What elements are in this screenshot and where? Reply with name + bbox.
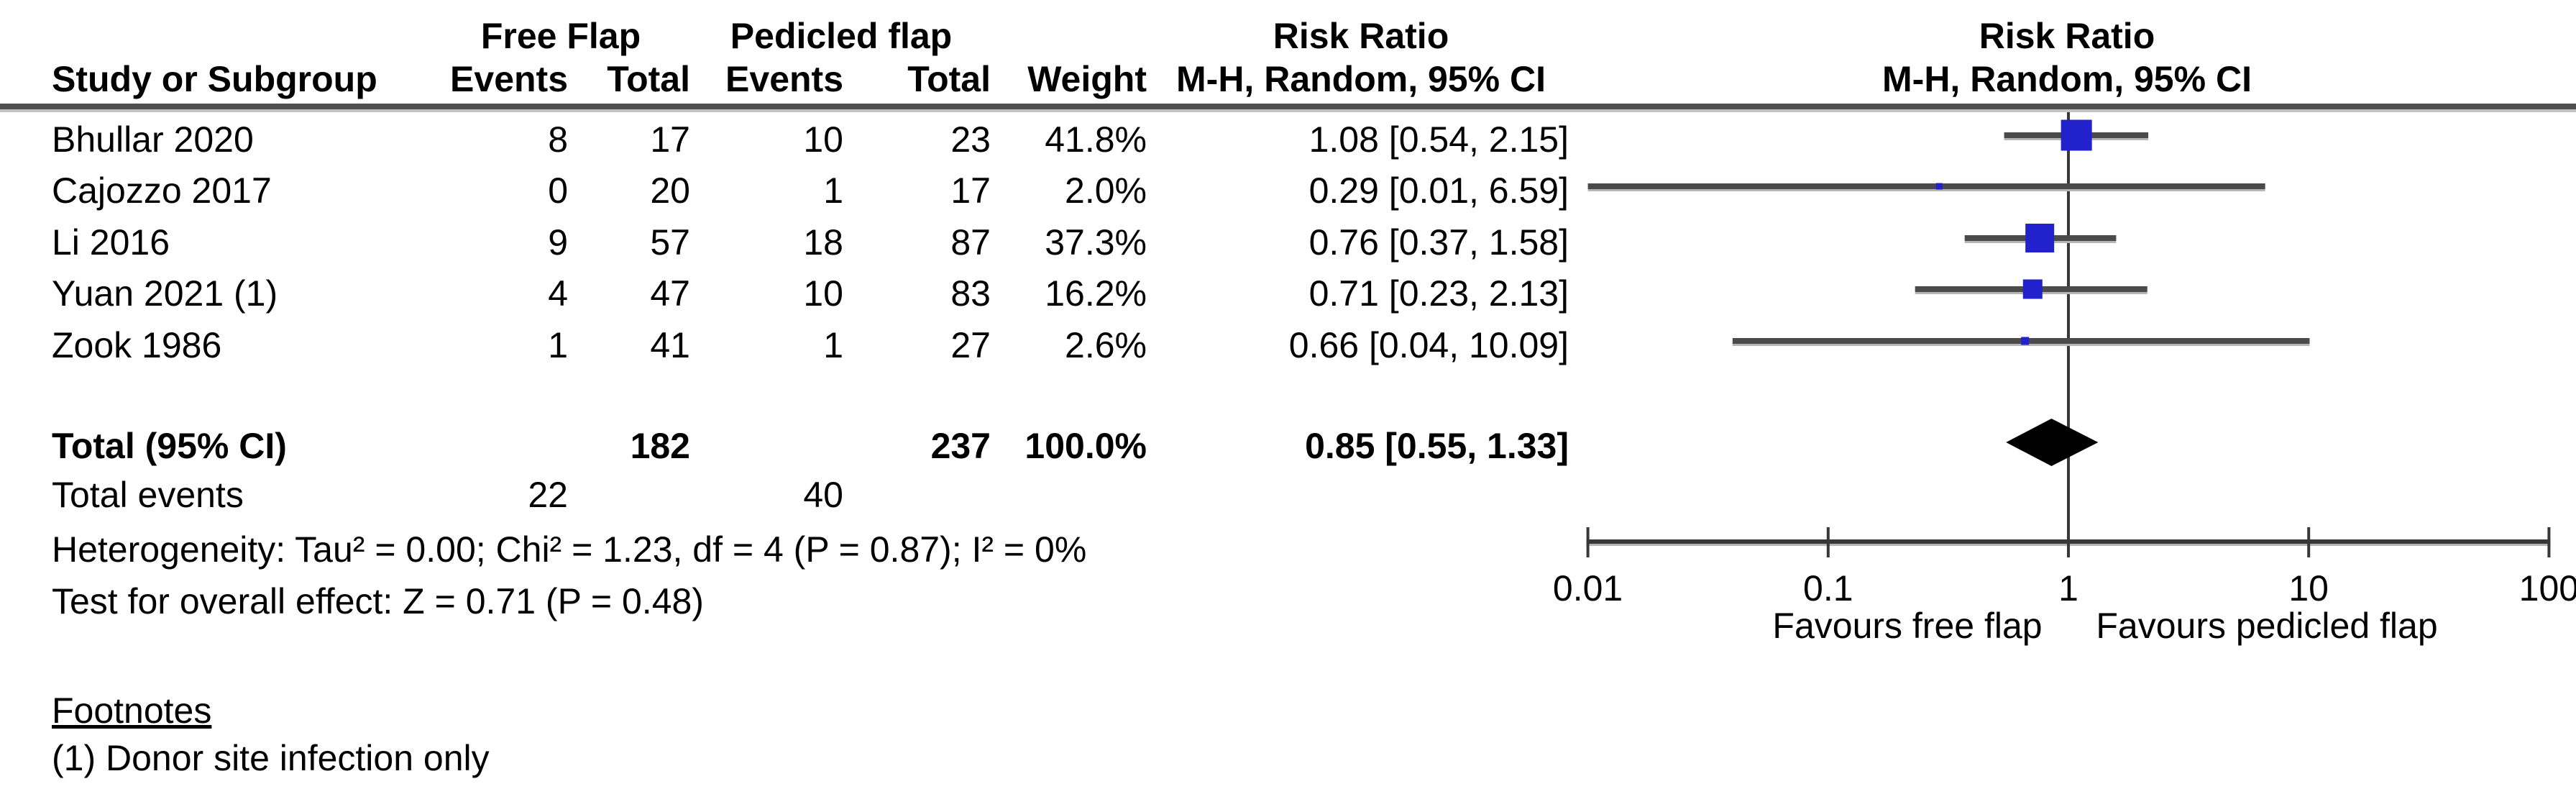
x-axis-tick-label: 10 bbox=[2288, 568, 2329, 608]
rr-ci-cell: 0.29 [0.01, 6.59] bbox=[1308, 170, 1569, 211]
effect-square bbox=[2021, 337, 2030, 345]
col-group-free-flap: Free Flap bbox=[480, 16, 641, 56]
x-axis-tick bbox=[1586, 527, 1590, 557]
study-name: Yuan 2021 (1) bbox=[52, 273, 278, 314]
weight-cell: 41.8% bbox=[1045, 119, 1147, 160]
total-ff-total: 182 bbox=[630, 426, 690, 466]
favours-right-label: Favours pedicled flap bbox=[2096, 606, 2438, 646]
study-name: Cajozzo 2017 bbox=[52, 170, 272, 211]
col-group-pedicled-flap: Pedicled flap bbox=[730, 16, 953, 56]
rr-ci-cell: 1.08 [0.54, 2.15] bbox=[1308, 119, 1569, 160]
rr-ci-cell: 0.66 [0.04, 10.09] bbox=[1288, 325, 1569, 365]
ci-line bbox=[1587, 183, 2265, 189]
col-header-ff-events: Events bbox=[450, 59, 568, 99]
pf-events-cell: 18 bbox=[803, 222, 843, 263]
pf-total-cell: 83 bbox=[950, 273, 991, 314]
x-axis-tick bbox=[1826, 527, 1830, 557]
ff-events-cell: 1 bbox=[548, 325, 568, 365]
total-pf-total: 237 bbox=[930, 426, 991, 466]
study-name: Bhullar 2020 bbox=[52, 119, 254, 160]
x-axis-tick bbox=[2067, 527, 2070, 557]
x-axis-tick bbox=[2547, 527, 2551, 557]
x-axis-tick-label: 0.1 bbox=[1803, 568, 1853, 608]
ff-total-cell: 41 bbox=[650, 325, 690, 365]
study-name: Li 2016 bbox=[52, 222, 170, 263]
weight-cell: 2.6% bbox=[1065, 325, 1147, 365]
effect-square bbox=[2061, 119, 2092, 151]
effect-square bbox=[2022, 279, 2043, 299]
col-header-pf-events: Events bbox=[725, 59, 843, 99]
no-effect-line bbox=[2067, 112, 2070, 556]
x-axis-tick-label: 100 bbox=[2518, 568, 2576, 608]
pf-total-cell: 17 bbox=[950, 170, 991, 211]
summary-diamond bbox=[2006, 419, 2099, 466]
ci-line bbox=[1732, 338, 2310, 344]
col-header-weight: Weight bbox=[1027, 59, 1147, 99]
footnotes-heading: Footnotes bbox=[52, 690, 212, 731]
pf-total-cell: 87 bbox=[950, 222, 991, 263]
x-axis-tick-label: 1 bbox=[2058, 568, 2078, 608]
ff-events-cell: 0 bbox=[548, 170, 568, 211]
pf-events-cell: 1 bbox=[823, 325, 843, 365]
total-row-label: Total (95% CI) bbox=[52, 426, 287, 466]
col-header-ff-total: Total bbox=[607, 59, 690, 99]
header-rule bbox=[0, 104, 2576, 112]
study-name: Zook 1986 bbox=[52, 325, 222, 365]
pf-total-cell: 23 bbox=[950, 119, 991, 160]
weight-cell: 37.3% bbox=[1045, 222, 1147, 263]
ff-total-cell: 20 bbox=[650, 170, 690, 211]
overall-effect-test: Test for overall effect: Z = 0.71 (P = 0… bbox=[52, 581, 704, 621]
ff-total-cell: 47 bbox=[650, 273, 690, 314]
effect-square bbox=[2025, 224, 2055, 252]
weight-cell: 2.0% bbox=[1065, 170, 1147, 211]
pf-events-cell: 10 bbox=[803, 119, 843, 160]
ff-events-cell: 4 bbox=[548, 273, 568, 314]
ff-total-cell: 57 bbox=[650, 222, 690, 263]
ff-events-cell: 9 bbox=[548, 222, 568, 263]
effect-header-method: M-H, Random, 95% CI bbox=[1176, 59, 1546, 99]
plot-header-method: M-H, Random, 95% CI bbox=[1882, 59, 2252, 99]
ff-events-cell: 8 bbox=[548, 119, 568, 160]
effect-header-title: Risk Ratio bbox=[1273, 16, 1449, 56]
ff-total-cell: 17 bbox=[650, 119, 690, 160]
total-events-label: Total events bbox=[52, 475, 244, 515]
col-header-study: Study or Subgroup bbox=[52, 59, 377, 99]
total-events-pf: 40 bbox=[803, 475, 843, 515]
ci-line-shade bbox=[1587, 189, 2265, 191]
rr-ci-cell: 0.71 [0.23, 2.13] bbox=[1308, 273, 1569, 314]
col-header-pf-total: Total bbox=[907, 59, 991, 99]
footnote-item: (1) Donor site infection only bbox=[52, 738, 490, 778]
weight-cell: 16.2% bbox=[1045, 273, 1147, 314]
rr-ci-cell: 0.76 [0.37, 1.58] bbox=[1308, 222, 1569, 263]
pf-events-cell: 1 bbox=[823, 170, 843, 211]
total-events-ff: 22 bbox=[528, 475, 568, 515]
pf-total-cell: 27 bbox=[950, 325, 991, 365]
x-axis-tick-label: 0.01 bbox=[1552, 568, 1623, 608]
favours-left-label: Favours free flap bbox=[1772, 606, 2043, 646]
plot-header-title: Risk Ratio bbox=[1979, 16, 2155, 56]
total-weight: 100.0% bbox=[1025, 426, 1147, 466]
heterogeneity-stats: Heterogeneity: Tau² = 0.00; Chi² = 1.23,… bbox=[52, 529, 1087, 570]
x-axis-tick bbox=[2307, 527, 2311, 557]
pf-events-cell: 10 bbox=[803, 273, 843, 314]
effect-square bbox=[1935, 183, 1943, 190]
ci-line-shade bbox=[1732, 344, 2310, 346]
total-rr-label: 0.85 [0.55, 1.33] bbox=[1305, 426, 1569, 466]
